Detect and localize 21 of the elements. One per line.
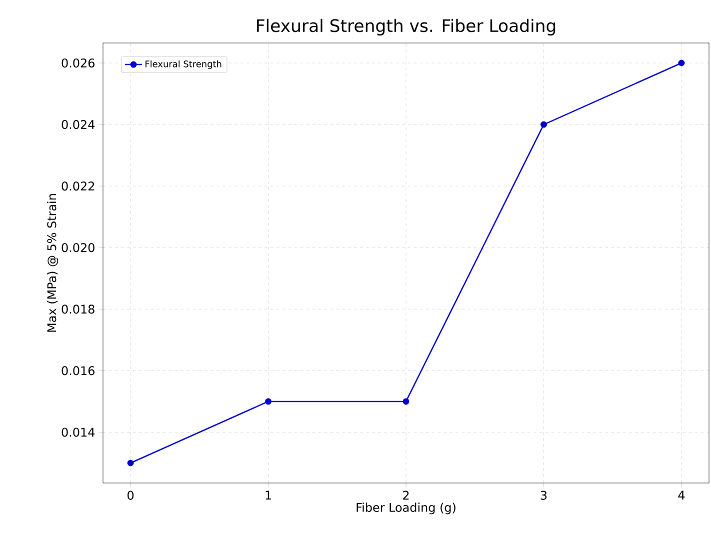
y-axis-title: Max (MPa) @ 5% Strain <box>46 194 58 332</box>
x-tick-label: 1 <box>266 490 271 500</box>
x-tick-label: 4 <box>678 490 685 500</box>
x-tick-label: 0 <box>128 490 134 500</box>
legend-label: Flexural Strength <box>146 60 222 70</box>
point <box>678 60 685 66</box>
y-tick-label: 0.016 <box>62 366 94 376</box>
point <box>127 460 134 466</box>
point <box>402 398 410 405</box>
y-tick-label: 0.024 <box>62 120 95 130</box>
x-tick-label: 3 <box>540 490 547 500</box>
y-tick-label: 0.018 <box>62 304 94 314</box>
y-tick-label: 0.022 <box>62 182 94 191</box>
y-tick-label: 0.020 <box>62 243 94 252</box>
point <box>265 398 272 405</box>
point <box>540 121 547 128</box>
x-axis-title: Fiber Loading (g) <box>356 502 456 514</box>
y-tick-label: 0.014 <box>62 428 95 437</box>
x-tick-label: 2 <box>403 490 409 500</box>
y-tick-label: 0.026 <box>62 58 94 68</box>
chart-title: Flexural Strength vs. Fiber Loading <box>257 18 556 36</box>
